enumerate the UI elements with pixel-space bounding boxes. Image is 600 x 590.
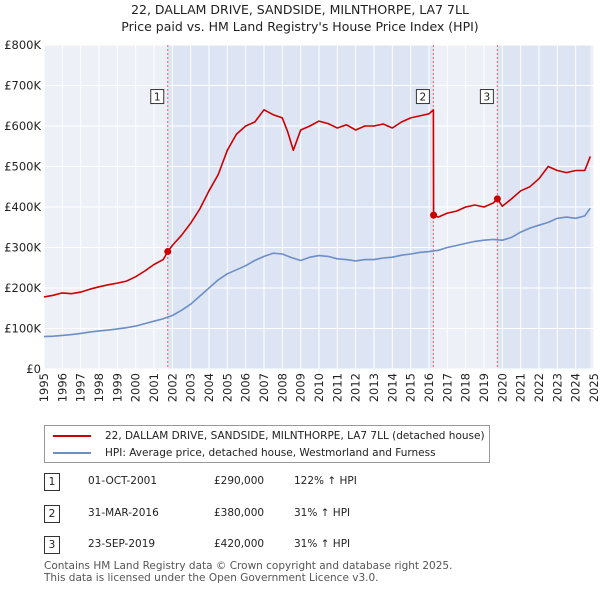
- sale-hpi-diff: 31% ↑ HPI: [294, 507, 351, 519]
- x-tick-label: 2009: [294, 373, 308, 402]
- x-tick-label: 2008: [275, 373, 289, 402]
- chart-title-line1: 22, DALLAM DRIVE, SANDSIDE, MILNTHORPE, …: [131, 2, 469, 17]
- x-tick-label: 2023: [550, 373, 564, 402]
- legend-label-hpi: HPI: Average price, detached house, West…: [105, 447, 436, 459]
- x-tick-label: 2006: [239, 373, 253, 402]
- sale-date: 31-MAR-2016: [88, 507, 159, 519]
- sale-number: 1: [44, 473, 60, 491]
- x-tick-label: 2024: [569, 373, 583, 402]
- sale-row: 1 01-OCT-2001 £290,000 122% ↑ HPI: [44, 473, 484, 491]
- x-tick-label: 1998: [92, 373, 106, 402]
- x-tick-label: 2011: [330, 373, 344, 402]
- x-tick-label: 2016: [422, 373, 436, 402]
- chart-title-line2: Price paid vs. HM Land Registry's House …: [121, 19, 479, 34]
- footer-copyright: Contains HM Land Registry data © Crown c…: [44, 560, 453, 572]
- hpi-line: [43, 207, 591, 338]
- x-tick-label: 2002: [165, 373, 179, 402]
- y-tick-label: £800K: [4, 38, 41, 52]
- x-tick-label: 1996: [55, 373, 69, 402]
- x-tick-label: 2001: [147, 373, 161, 402]
- sale-row: 3 23-SEP-2019 £420,000 31% ↑ HPI: [44, 536, 484, 554]
- x-tick-label: 2003: [184, 373, 198, 402]
- x-tick-label: 2004: [202, 373, 216, 402]
- y-tick-label: £700K: [4, 79, 41, 93]
- x-tick-label: 2021: [514, 373, 528, 402]
- x-tick-label: 2007: [257, 373, 271, 402]
- sale-label-box: [150, 89, 165, 105]
- x-tick-label: 2000: [129, 373, 143, 402]
- sale-point: [493, 195, 501, 203]
- x-tick-label: 1997: [74, 373, 88, 402]
- sale-label-number: 2: [420, 92, 427, 104]
- sale-label-number: 1: [154, 92, 161, 104]
- sale-price: £420,000: [214, 538, 265, 550]
- price-chart: £0 £100K £200K £300K £400K £500K £600K £700K £80…: [4, 38, 600, 402]
- sale-price: £380,000: [214, 507, 265, 519]
- legend-item-hpi: HPI: Average price, detached house, West…: [53, 445, 436, 461]
- y-tick-label: £400K: [4, 200, 41, 214]
- y-tick-label: £200K: [4, 281, 41, 295]
- y-tick-label: £100K: [4, 322, 41, 336]
- sale-label-box: [415, 89, 430, 105]
- x-tick-label: 2015: [404, 373, 418, 402]
- x-tick-label: 2018: [459, 373, 473, 402]
- x-tick-label: 2005: [220, 373, 234, 402]
- sale-point: [430, 211, 438, 219]
- sale-date: 01-OCT-2001: [88, 475, 157, 487]
- legend: 22, DALLAM DRIVE, SANDSIDE, MILNTHORPE, …: [44, 425, 490, 463]
- x-tick-label: 2020: [495, 373, 509, 402]
- legend-label-property: 22, DALLAM DRIVE, SANDSIDE, MILNTHORPE, …: [105, 430, 485, 442]
- legend-swatch-hpi: [53, 452, 91, 454]
- x-tick-label: 1999: [110, 373, 124, 402]
- y-tick-label: £300K: [4, 241, 41, 255]
- x-tick-label: 2010: [312, 373, 326, 402]
- x-tick-label: 2019: [477, 373, 491, 402]
- sale-label-number: 3: [484, 92, 491, 104]
- legend-item-property: 22, DALLAM DRIVE, SANDSIDE, MILNTHORPE, …: [53, 428, 485, 444]
- footer-licence: This data is licensed under the Open Gov…: [44, 571, 379, 584]
- y-tick-label: £0: [26, 362, 41, 376]
- sale-number: 2: [44, 505, 60, 523]
- x-tick-label: 2022: [532, 373, 546, 402]
- y-tick-label: £500K: [4, 160, 41, 174]
- sale-hpi-diff: 122% ↑ HPI: [294, 475, 357, 487]
- sale-hpi-diff: 31% ↑ HPI: [294, 538, 351, 550]
- x-tick-label: 2017: [440, 373, 454, 402]
- sale-price: £290,000: [214, 475, 265, 487]
- sale-row: 2 31-MAR-2016 £380,000 31% ↑ HPI: [44, 505, 484, 523]
- x-tick-label: 1995: [37, 373, 51, 402]
- y-tick-label: £600K: [4, 119, 41, 133]
- sale-point: [164, 248, 172, 256]
- footer: Contains HM Land Registry data © Crown c…: [44, 560, 453, 584]
- x-tick-label: 2012: [349, 373, 363, 402]
- x-tick-label: 2025: [587, 373, 600, 402]
- legend-swatch-property: [53, 435, 91, 437]
- sale-label-box: [479, 89, 494, 105]
- sale-date: 23-SEP-2019: [88, 538, 156, 550]
- x-tick-label: 2014: [385, 373, 399, 402]
- sale-number: 3: [44, 536, 60, 554]
- x-tick-label: 2013: [367, 373, 381, 402]
